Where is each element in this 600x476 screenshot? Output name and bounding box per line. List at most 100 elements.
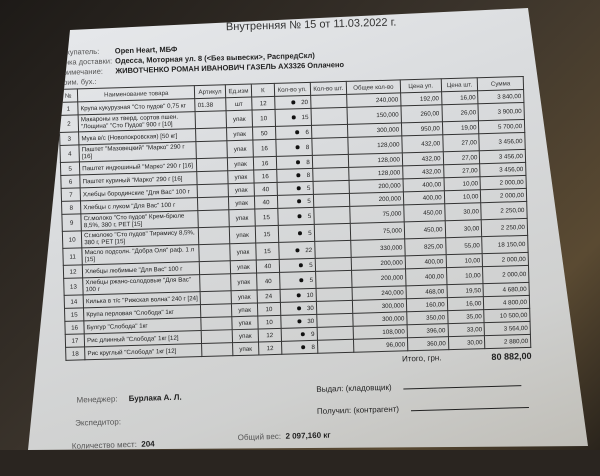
buyer-value: Open Heart, МБФ [114,44,178,56]
table-cell: упак [229,259,257,274]
table-cell: упак [228,196,256,210]
table-cell [312,180,350,195]
forwarder-label: Экспедитор: [75,417,122,428]
qty-packs: 30 [306,304,314,312]
table-cell: 11 [62,247,83,266]
table-cell: 2 [59,114,79,133]
qty-packs: 5 [308,229,312,237]
qty-packs: 30 [307,317,315,325]
table-cell: 17 [65,333,85,348]
qty-packs: 5 [306,184,311,192]
table-cell: 30,00 [444,219,483,238]
table-cell [311,124,348,139]
table-cell: 4 800,00 [483,295,530,310]
qty-packs: 5 [309,276,314,284]
issued-line: Выдал: (кладовщик) [316,379,522,394]
dot-mark-icon [295,144,300,149]
table-cell: 10,00 [446,266,484,285]
table-cell: 19,50 [446,283,484,298]
table-cell: 400,00 [402,177,444,192]
table-cell: 15 [274,108,312,127]
table-cell [313,193,350,208]
table-cell [316,326,354,341]
qty-packs: 9 [310,330,315,338]
table-cell: 396,00 [407,323,449,338]
table-cell: 3 900,00 [478,102,525,121]
table-cell [201,316,232,331]
table-cell: 12 [251,96,275,111]
table-cell [311,137,349,156]
dot-mark-icon [297,318,302,323]
received-signature-line [411,406,530,412]
table-cell: 40 [256,272,280,290]
table-cell [316,300,353,315]
table-cell [198,209,229,228]
table-cell: 40 [256,259,280,273]
table-cell: 432,00 [402,164,444,179]
column-header: Артикул [194,84,226,99]
table-cell [196,157,228,172]
table-cell: 15 [255,225,279,244]
table-cell: 10 500,00 [484,308,531,323]
table-cell [195,127,227,142]
table-cell: 200,000 [351,268,406,288]
dot-mark-icon [301,344,306,349]
dot-mark-icon [291,114,296,119]
table-cell: 128,000 [347,135,403,155]
table-cell: 160,00 [406,297,448,312]
table-cell: 5 [277,224,315,243]
table-cell: 96,000 [353,337,408,353]
table-cell: 2 250,00 [481,218,528,237]
table-cell: 15 [64,307,84,322]
table-cell: 3 456,00 [480,162,526,177]
dot-mark-icon [299,277,304,282]
table-cell: 350,00 [406,310,448,325]
table-cell: 5 [279,271,316,290]
table-cell: 2 250,00 [481,201,528,220]
table-cell: 18 150,00 [482,235,529,254]
places-value: 204 [141,439,155,449]
table-cell: 40 [254,195,278,210]
table-cell: упак [226,127,254,141]
qty-packs: 8 [311,343,315,351]
table-cell: 55,00 [445,236,483,255]
dot-mark-icon [291,99,296,104]
table-cell [199,260,231,275]
dot-mark-icon [295,129,300,134]
weight-label: Общий вес: [237,431,282,443]
table-cell: 5 [276,194,314,209]
table-cell: 16 [253,156,277,171]
column-header: Цена шт. [440,77,478,92]
table-cell: 330,000 [350,238,406,258]
table-cell: 150,000 [346,105,402,125]
table-cell: 10,00 [443,176,481,191]
table-cell: 2 880,00 [484,334,531,349]
table-cell: 50 [252,126,276,141]
table-cell: упак [231,328,259,343]
table-cell: 27,00 [442,133,480,152]
table-cell [195,110,227,129]
table-cell: 6 [275,125,312,140]
table-cell [197,196,229,211]
table-cell: 468,00 [405,284,447,299]
table-cell: 24 [257,289,280,303]
table-cell: Рис круглый "Слобода" 1кг [12] [84,343,203,360]
table-cell: 192,00 [400,91,442,106]
table-cell: 40 [254,182,277,197]
column-header: Цена уп. [400,78,442,93]
qty-packs: 5 [307,212,312,220]
table-cell: 75,000 [350,221,405,241]
items-table: № Наименование товара Артикул Ед.изм К Кол-во… [58,76,531,361]
table-cell [200,303,232,318]
table-cell: 825,00 [404,237,446,256]
table-cell: 4 680,00 [483,282,530,297]
table-cell: 3 456,00 [479,132,526,151]
dot-mark-icon [297,213,302,218]
weight-line: Общий вес: 2 097,160 кг [238,430,331,442]
qty-packs: 8 [306,171,311,179]
table-cell: 15 [255,208,278,227]
manager-label: Менеджер: [76,394,118,405]
column-header: Кол-во шт. [310,81,347,96]
dot-mark-icon [296,159,301,164]
manager-value: Бурлака А. Л. [128,392,182,404]
